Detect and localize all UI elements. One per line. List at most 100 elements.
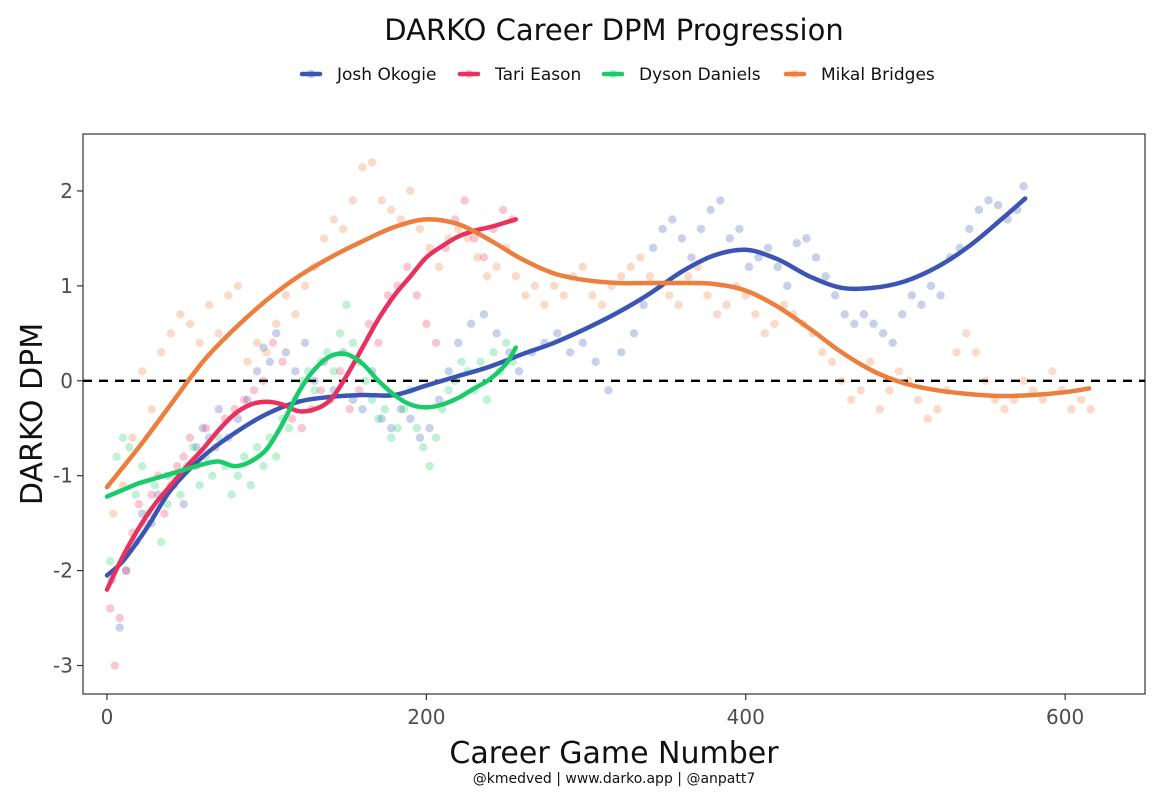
data-point-mikal-bridges [866,357,875,366]
data-point-josh-okogie [783,281,792,291]
data-point-mikal-bridges [185,319,195,329]
data-point-mikal-bridges [616,272,626,281]
data-point-josh-okogie [830,291,840,300]
data-point-tari-eason [268,338,278,348]
data-point-josh-okogie [869,319,878,329]
data-point-mikal-bridges [961,329,971,338]
data-point-tari-eason [460,196,469,205]
data-point-josh-okogie [974,205,984,215]
data-point-josh-okogie [179,499,188,509]
data-point-tari-eason [121,566,131,575]
data-point-josh-okogie [281,348,291,357]
data-point-dyson-daniels [457,357,466,366]
data-point-dyson-daniels [502,338,511,348]
data-point-josh-okogie [454,338,463,348]
y-tick-label: 2 [60,179,73,203]
data-point-mikal-bridges [252,338,262,348]
data-point-dyson-daniels [188,443,198,452]
y-tick-label: 0 [60,369,73,393]
data-point-mikal-bridges [262,348,271,357]
data-point-josh-okogie [629,329,639,338]
data-point-mikal-bridges [482,272,492,281]
data-point-mikal-bridges [348,196,358,205]
data-point-josh-okogie [984,196,993,205]
data-point-josh-okogie [735,224,744,234]
data-point-tari-eason [402,262,412,272]
data-point-mikal-bridges [636,253,645,262]
data-point-dyson-daniels [399,405,409,414]
data-point-josh-okogie [387,424,396,433]
data-point-mikal-bridges [434,262,444,272]
data-point-mikal-bridges [128,433,137,442]
data-point-tari-eason [115,613,124,623]
data-point-mikal-bridges [674,300,683,310]
smooth-line-josh-okogie [104,196,1028,578]
data-point-mikal-bridges [396,215,406,224]
data-point-mikal-bridges [176,310,185,319]
data-point-mikal-bridges [626,262,635,272]
data-point-mikal-bridges [272,319,281,329]
data-point-dyson-daniels [227,490,236,499]
data-point-josh-okogie [198,424,207,433]
y-tick-label: -2 [53,559,73,583]
data-point-josh-okogie [658,224,667,234]
data-point-josh-okogie [898,310,907,319]
legend: Josh Okogie Tari Eason Dyson Daniels Mikal … [299,65,935,85]
data-point-mikal-bridges [549,281,559,291]
data-point-josh-okogie [1019,182,1028,191]
data-point-dyson-daniels [342,300,351,310]
data-point-dyson-daniels [348,338,358,348]
data-point-mikal-bridges [1000,405,1009,414]
data-point-josh-okogie [272,329,281,338]
data-point-tari-eason [278,357,287,366]
data-point-mikal-bridges [233,281,243,291]
data-point-josh-okogie [396,405,406,414]
data-point-mikal-bridges [597,300,607,310]
data-point-mikal-bridges [195,338,204,348]
data-point-mikal-bridges [1076,395,1086,404]
data-point-tari-eason [297,424,306,433]
data-point-mikal-bridges [281,291,291,300]
data-point-josh-okogie [434,395,444,404]
data-point-tari-eason [431,338,441,348]
data-point-mikal-bridges [166,329,176,338]
chart-caption: @kmedved | www.darko.app | @anpatt7 [473,771,756,787]
data-point-josh-okogie [265,357,275,366]
data-point-josh-okogie [821,272,830,281]
data-point-dyson-daniels [284,424,294,433]
data-point-mikal-bridges [339,224,348,234]
data-point-dyson-daniels [259,462,268,471]
data-point-tari-eason [147,490,156,499]
data-point-mikal-bridges [952,348,961,357]
data-point-josh-okogie [802,234,811,243]
data-point-tari-eason [134,499,144,509]
data-point-tari-eason [249,386,259,395]
data-point-josh-okogie [926,281,936,291]
data-point-mikal-bridges [827,357,837,366]
data-point-josh-okogie [677,234,687,243]
data-point-mikal-bridges [109,509,118,518]
data-point-tari-eason [412,291,421,300]
x-tick-label: 200 [407,705,445,729]
data-point-mikal-bridges [1019,376,1028,385]
data-point-dyson-daniels [252,443,262,452]
data-point-mikal-bridges [300,281,310,291]
data-point-josh-okogie [514,367,524,376]
data-point-josh-okogie [492,329,501,338]
data-point-mikal-bridges [933,405,942,414]
data-point-josh-okogie [214,405,223,414]
data-point-dyson-daniels [444,386,453,395]
data-point-tari-eason [335,367,345,376]
data-point-dyson-daniels [393,424,402,433]
data-point-josh-okogie [639,300,648,310]
plot-panel [82,133,1146,695]
data-point-josh-okogie [252,367,262,376]
data-point-josh-okogie [466,319,476,329]
x-axis-title: Career Game Number [449,736,779,771]
data-point-tari-eason [240,395,249,404]
data-point-josh-okogie [479,310,489,319]
data-point-josh-okogie [358,405,367,414]
data-point-tari-eason [110,661,120,670]
data-point-dyson-daniels [112,452,121,461]
